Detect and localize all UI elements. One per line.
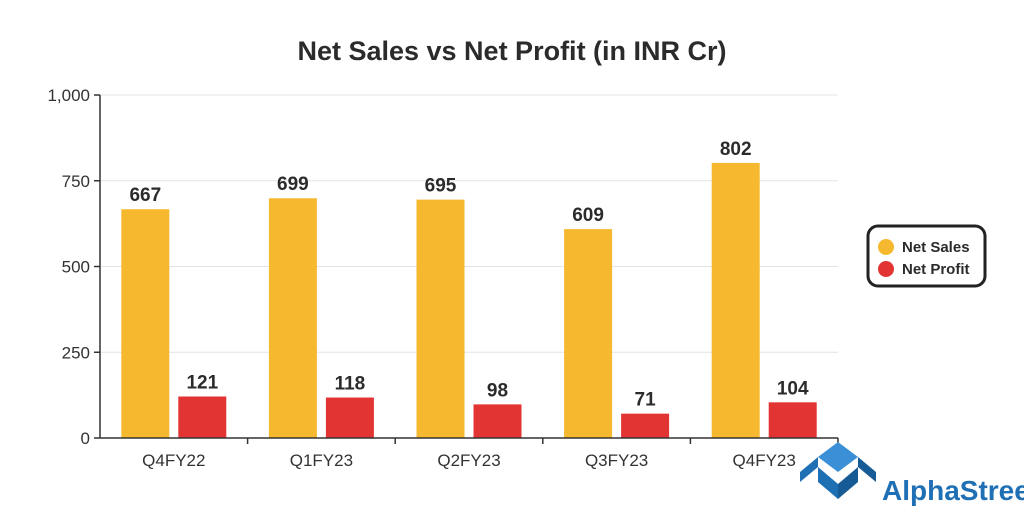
- legend-label-net-profit: Net Profit: [902, 261, 970, 278]
- bar-net-profit: [768, 402, 817, 438]
- y-tick-label: 250: [62, 343, 90, 362]
- data-label-net-sales: 695: [425, 176, 457, 197]
- bars: 667 121 699 118 695 98 609 71 802 104: [121, 139, 817, 438]
- data-label-net-sales: 699: [277, 174, 309, 195]
- data-label-net-profit: 98: [487, 380, 508, 401]
- data-label-net-sales: 802: [720, 139, 752, 160]
- bar-net-profit: [621, 413, 670, 438]
- data-label-net-profit: 104: [777, 378, 809, 399]
- bar-net-sales: [711, 162, 760, 438]
- data-label-net-profit: 121: [186, 372, 218, 393]
- x-category-label: Q3FY23: [585, 451, 648, 470]
- bar-net-profit: [325, 397, 374, 438]
- data-label-net-sales: 667: [129, 185, 161, 206]
- legend-box: [866, 224, 987, 288]
- x-category-label: Q4FY22: [142, 451, 205, 470]
- y-tick-label: 0: [81, 429, 90, 448]
- bar-net-profit: [473, 404, 522, 438]
- data-label-net-profit: 71: [635, 390, 657, 411]
- y-axis-ticks: 0 250 500 750 1,000: [47, 86, 100, 448]
- legend-swatch-net-profit: [878, 261, 894, 277]
- y-tick-label: 1,000: [47, 86, 90, 105]
- brand-name: AlphaStreet: [882, 475, 1024, 506]
- x-category-label: Q4FY23: [733, 451, 796, 470]
- brand-logo: AlphaStreet: [800, 442, 1024, 506]
- legend: Net Sales Net Profit: [866, 224, 987, 288]
- chart-title: Net Sales vs Net Profit (in INR Cr): [297, 36, 726, 66]
- legend-label-net-sales: Net Sales: [902, 239, 970, 256]
- data-label-net-sales: 609: [572, 205, 604, 226]
- x-axis-categories: Q4FY22 Q1FY23 Q2FY23 Q3FY23 Q4FY23: [142, 438, 839, 470]
- bar-net-sales: [564, 229, 613, 438]
- x-category-label: Q1FY23: [290, 451, 353, 470]
- x-category-label: Q2FY23: [437, 451, 500, 470]
- bar-net-sales: [121, 209, 170, 438]
- bar-net-sales: [268, 198, 317, 438]
- alphastreet-logo-icon: [800, 442, 876, 499]
- y-tick-label: 750: [62, 172, 90, 191]
- bar-net-sales: [416, 199, 465, 438]
- data-label-net-profit: 118: [335, 374, 366, 395]
- bar-net-profit: [178, 396, 227, 438]
- y-tick-label: 500: [62, 258, 90, 277]
- legend-swatch-net-sales: [878, 239, 894, 255]
